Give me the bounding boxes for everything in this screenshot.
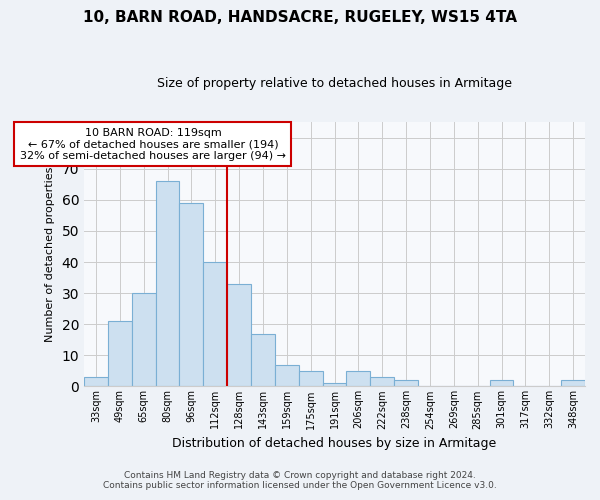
Bar [84, 377, 108, 386]
Bar [346, 371, 370, 386]
Bar [227, 284, 251, 386]
Bar [323, 384, 346, 386]
Bar [299, 371, 323, 386]
Title: Size of property relative to detached houses in Armitage: Size of property relative to detached ho… [157, 78, 512, 90]
Bar [251, 334, 275, 386]
Bar [490, 380, 514, 386]
Text: Contains HM Land Registry data © Crown copyright and database right 2024.
Contai: Contains HM Land Registry data © Crown c… [103, 470, 497, 490]
X-axis label: Distribution of detached houses by size in Armitage: Distribution of detached houses by size … [172, 437, 497, 450]
Text: 10 BARN ROAD: 119sqm
← 67% of detached houses are smaller (194)
32% of semi-deta: 10 BARN ROAD: 119sqm ← 67% of detached h… [20, 128, 286, 160]
Bar [561, 380, 585, 386]
Bar [370, 377, 394, 386]
Bar [203, 262, 227, 386]
Bar [275, 364, 299, 386]
Bar [394, 380, 418, 386]
Bar [179, 203, 203, 386]
Bar [132, 293, 155, 386]
Bar [108, 321, 132, 386]
Bar [155, 182, 179, 386]
Text: 10, BARN ROAD, HANDSACRE, RUGELEY, WS15 4TA: 10, BARN ROAD, HANDSACRE, RUGELEY, WS15 … [83, 10, 517, 25]
Y-axis label: Number of detached properties: Number of detached properties [44, 166, 55, 342]
